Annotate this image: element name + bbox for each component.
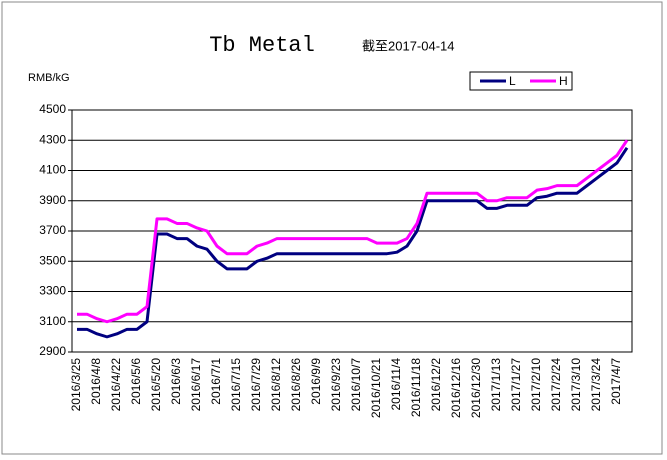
x-tick-label: 2016/7/29 bbox=[249, 358, 263, 412]
x-tick-label: 2016/10/7 bbox=[349, 358, 363, 412]
x-tick-label: 2017/2/24 bbox=[549, 358, 563, 412]
x-tick-label: 2016/8/12 bbox=[269, 358, 283, 412]
legend-box bbox=[469, 71, 573, 91]
x-tick-label: 2016/10/21 bbox=[369, 358, 383, 418]
x-tick-label: 2016/12/30 bbox=[469, 358, 483, 418]
x-tick-label: 2016/12/2 bbox=[429, 358, 443, 412]
x-tick-label: 2016/4/22 bbox=[109, 358, 123, 412]
y-tick-label: 3700 bbox=[39, 223, 66, 237]
x-tick-label: 2017/1/13 bbox=[489, 358, 503, 412]
chart-title: Tb Metal bbox=[209, 33, 315, 58]
y-tick-label: 4500 bbox=[39, 102, 66, 116]
x-tick-label: 2017/3/24 bbox=[589, 358, 603, 412]
x-tick-label: 2016/4/8 bbox=[89, 358, 103, 405]
x-tick-label: 2016/12/16 bbox=[449, 358, 463, 418]
y-tick-label: 2900 bbox=[39, 344, 66, 358]
line-series bbox=[77, 146, 629, 339]
x-tick-label: 2016/9/23 bbox=[329, 358, 343, 412]
x-tick-label: 2016/7/1 bbox=[209, 358, 223, 405]
x-tick-label: 2016/9/9 bbox=[309, 358, 323, 405]
x-tick-label: 2016/11/18 bbox=[409, 358, 423, 417]
x-tick-label: 2016/7/15 bbox=[229, 358, 243, 412]
y-tick-label: 3100 bbox=[39, 314, 66, 328]
legend-label: L bbox=[509, 74, 516, 88]
x-tick-label: 2016/11/4 bbox=[389, 358, 403, 411]
x-tick-label: 2017/2/10 bbox=[529, 358, 543, 412]
x-tick-label: 2016/5/6 bbox=[129, 358, 143, 405]
y-tick-label: 4100 bbox=[39, 163, 66, 177]
x-tick-label: 2016/3/25 bbox=[69, 358, 83, 412]
x-tick-label: 2017/3/10 bbox=[569, 358, 583, 412]
x-tick-label: 2016/6/17 bbox=[189, 358, 203, 412]
x-tick-label: 2016/8/26 bbox=[289, 358, 303, 412]
y-tick-label: 3300 bbox=[39, 284, 66, 298]
chart-subtitle: 截至2017-04-14 bbox=[362, 38, 455, 53]
x-tick-label: 2017/4/7 bbox=[609, 358, 623, 405]
legend-label: H bbox=[559, 74, 568, 88]
x-tick-label: 2017/1/27 bbox=[509, 358, 523, 412]
x-tick-label: 2016/6/3 bbox=[169, 358, 183, 405]
y-tick-label: 3900 bbox=[39, 193, 66, 207]
y-tick-label: 4300 bbox=[39, 132, 66, 146]
x-tick-label: 2016/5/20 bbox=[149, 358, 163, 412]
y-axis-label: RMB/kG bbox=[28, 72, 70, 84]
line-series bbox=[77, 139, 629, 324]
y-tick-label: 3500 bbox=[39, 253, 66, 267]
